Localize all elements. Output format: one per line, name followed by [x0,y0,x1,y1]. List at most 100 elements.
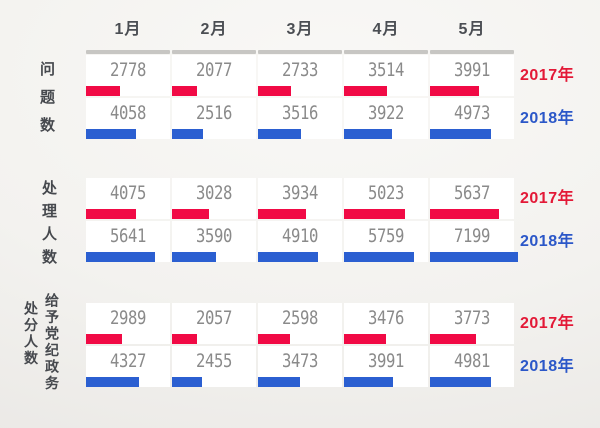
value-label: 4910 [282,225,318,247]
legend-2017: 2017年 [520,315,575,332]
value-bar [86,209,136,219]
value-bar [172,129,203,139]
value-bar [172,209,209,219]
value-bar [86,86,120,96]
month-underline [430,50,514,54]
data-cell: 2455 [172,346,256,387]
data-cell: 4058 [86,98,170,139]
data-cell: 3773 [430,303,514,344]
month-label-4: 4月 [372,21,400,38]
value-bar [86,377,139,387]
value-label: 5759 [368,225,404,247]
value-label: 4981 [454,350,490,372]
data-cell: 7199 [430,221,518,262]
value-bar [344,86,387,96]
month-label-1: 1月 [114,21,142,38]
value-bar [172,334,198,344]
value-label: 5023 [368,182,404,204]
data-cell: 2598 [258,303,342,344]
value-label: 3922 [368,102,404,124]
data-cell: 5637 [430,178,514,219]
value-label: 2598 [282,307,318,329]
data-cell: 3590 [172,221,256,262]
value-bar [258,334,290,344]
value-bar [258,252,318,262]
value-bar [258,377,301,387]
value-label: 2455 [196,350,232,372]
value-label: 4973 [454,102,490,124]
value-label: 3934 [282,182,318,204]
value-bar [86,334,123,344]
value-label: 7199 [454,225,490,247]
month-label-3: 3月 [286,21,314,38]
legend-2017: 2017年 [520,190,575,207]
legend-2017: 2017年 [520,67,575,84]
value-label: 2057 [196,307,232,329]
value-label: 3476 [368,307,404,329]
value-label: 3590 [196,225,232,247]
value-label: 2778 [110,59,146,81]
legend-2018: 2018年 [520,110,575,127]
value-bar [430,252,518,262]
value-bar [86,252,155,262]
data-cell: 3476 [344,303,428,344]
value-label: 3991 [368,350,404,372]
value-label: 3514 [368,59,404,81]
data-cell: 3922 [344,98,428,139]
data-cell: 5759 [344,221,428,262]
value-bar [86,129,136,139]
data-cell: 4981 [430,346,514,387]
value-label: 3516 [282,102,318,124]
value-bar [172,377,202,387]
value-label: 3773 [454,307,490,329]
value-bar [258,86,292,96]
data-cell: 3028 [172,178,256,219]
metric-label-1: 问题数 [38,61,55,145]
value-bar [344,334,387,344]
month-underline [172,50,256,54]
month-underline [86,50,170,54]
value-bar [344,377,393,387]
value-bar [430,86,479,96]
value-bar [258,129,301,139]
value-label: 2077 [196,59,232,81]
value-bar [258,209,306,219]
data-cell: 5641 [86,221,170,262]
value-label: 5637 [454,182,490,204]
value-bar [344,252,415,262]
data-cell: 2778 [86,55,170,96]
value-bar [172,252,216,262]
month-underline [344,50,428,54]
legend-2018: 2018年 [520,358,575,375]
data-cell: 2077 [172,55,256,96]
value-label: 5641 [110,225,146,247]
value-label: 3028 [196,182,232,204]
value-label: 3991 [454,59,490,81]
month-label-5: 5月 [458,21,486,38]
data-cell: 2516 [172,98,256,139]
data-cell: 4973 [430,98,514,139]
metric-label-3-col1: 给予党纪政务 [44,293,60,392]
data-cell: 3934 [258,178,342,219]
legend-2018: 2018年 [520,233,575,250]
data-cell: 3514 [344,55,428,96]
value-label: 3473 [282,350,318,372]
data-cell: 4327 [86,346,170,387]
metric-label-2: 处理人数 [40,180,57,272]
data-cell: 5023 [344,178,428,219]
data-cell: 2733 [258,55,342,96]
value-label: 2989 [110,307,146,329]
value-label: 4058 [110,102,146,124]
value-bar [430,377,491,387]
data-cell: 4075 [86,178,170,219]
value-label: 2733 [282,59,318,81]
value-bar [344,209,406,219]
data-cell: 3991 [344,346,428,387]
metric-label-3-col2: 处分人数 [23,301,39,367]
data-cell: 3473 [258,346,342,387]
data-cell: 2989 [86,303,170,344]
value-label: 2516 [196,102,232,124]
month-underline [258,50,342,54]
value-label: 4327 [110,350,146,372]
